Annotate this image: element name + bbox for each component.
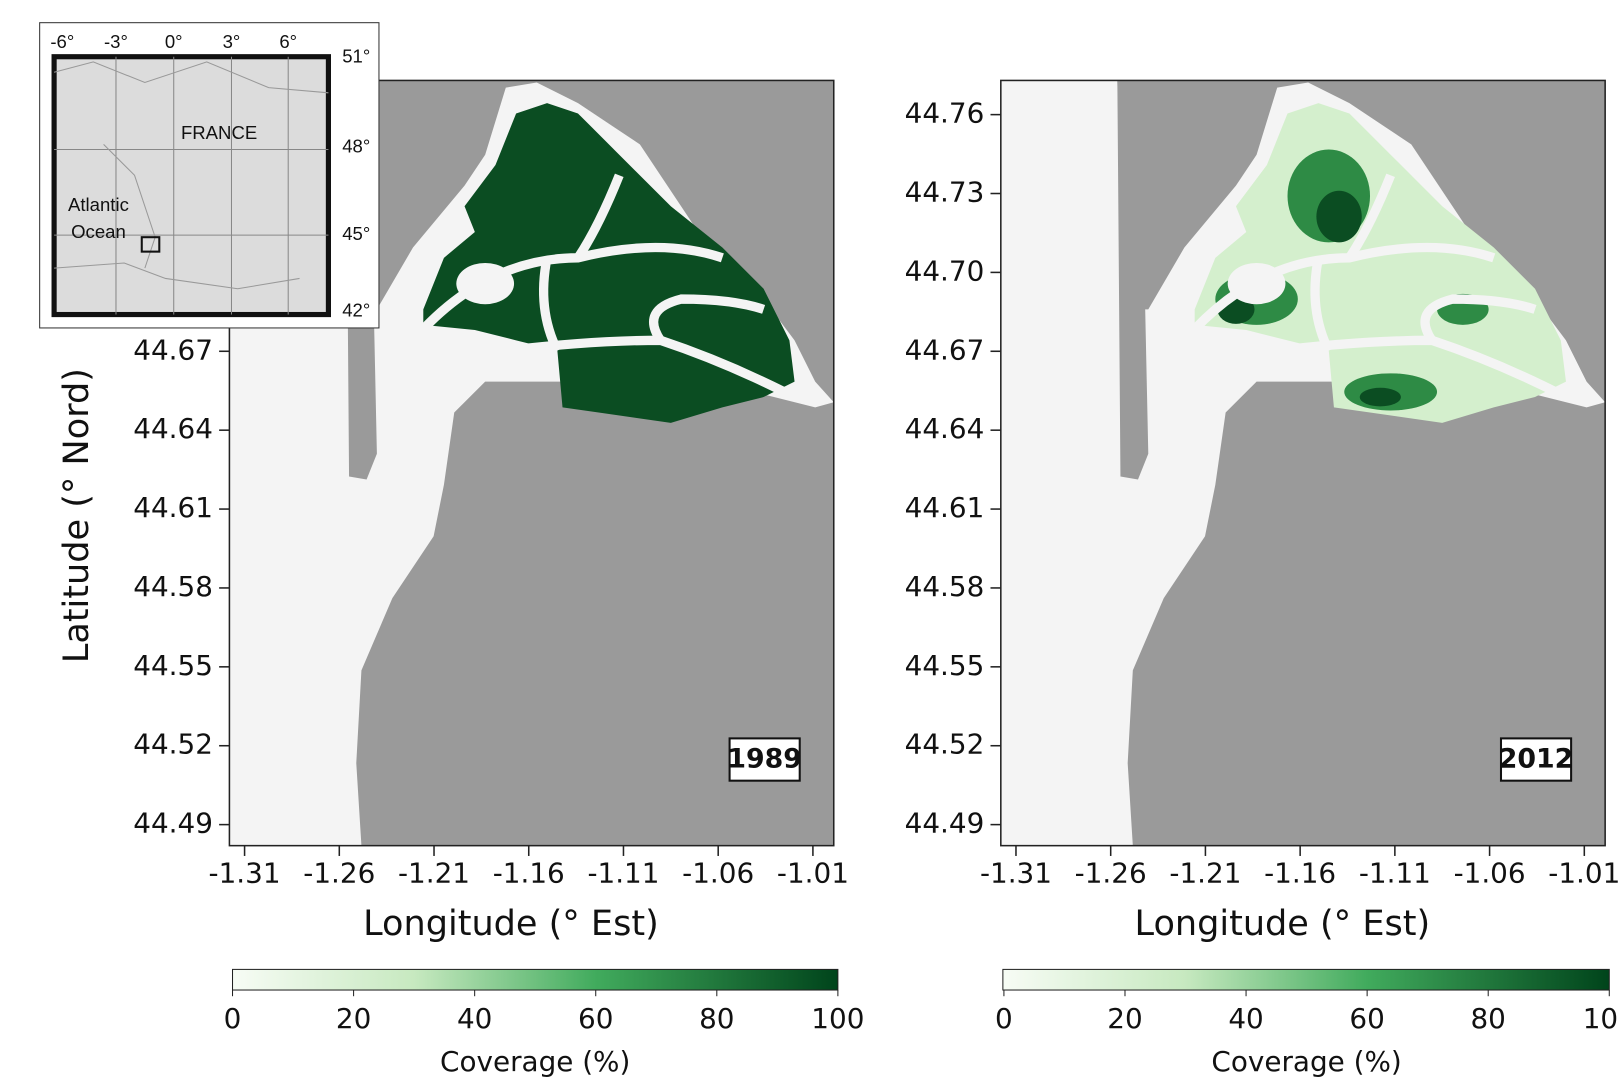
x-tick-label: -1.01 xyxy=(1548,857,1618,890)
lat-label: 48° xyxy=(342,135,370,156)
country-label: FRANCE xyxy=(181,122,257,143)
lon-label: -6° xyxy=(50,31,74,52)
x-tick-label: -1.01 xyxy=(777,857,849,890)
colorbar-tick-label: 100 xyxy=(811,1002,864,1035)
y-tick-label: 44.73 xyxy=(905,176,985,209)
panel-2012-map xyxy=(1001,80,1605,845)
y-tick-label: 44.61 xyxy=(133,491,213,524)
colorbar-tick-label: 60 xyxy=(1349,1002,1384,1035)
y-tick-label: 44.55 xyxy=(905,649,985,682)
lat-label: 51° xyxy=(342,46,370,67)
x-tick-label: -1.11 xyxy=(1359,857,1431,890)
y-tick-label: 44.64 xyxy=(133,412,213,445)
x-tick-label: -1.31 xyxy=(980,857,1052,890)
year-label: 2012 xyxy=(1499,744,1574,775)
y-tick-label: 44.49 xyxy=(905,807,985,840)
colorbar-tick-label: 0 xyxy=(224,1002,242,1035)
colorbar-tick-label: 100 xyxy=(1583,1002,1618,1035)
colorbar-tick-label: 40 xyxy=(457,1002,492,1035)
colorbar-tick-label: 20 xyxy=(1107,1002,1142,1035)
lon-label: 6° xyxy=(279,31,297,52)
x-axis-label: Longitude (° Est) xyxy=(363,903,659,944)
colorbar-tick-label: 0 xyxy=(995,1002,1013,1035)
x-tick-label: -1.06 xyxy=(682,857,754,890)
x-tick-label: -1.06 xyxy=(1454,857,1526,890)
colorbar-tick-label: 20 xyxy=(336,1002,371,1035)
y-axis-label: Latitude (° Nord) xyxy=(56,368,97,663)
x-tick-label: -1.16 xyxy=(493,857,565,890)
y-tick-label: 44.52 xyxy=(905,728,985,761)
inset-map: FRANCE Atlantic Ocean -6° -3° 0° 3° 6° 51° 48°… xyxy=(40,23,379,328)
y-tick-label: 44.70 xyxy=(905,254,985,287)
year-label: 1989 xyxy=(727,744,802,775)
colorbar-label: Coverage (%) xyxy=(1211,1045,1401,1078)
y-tick-label: 44.58 xyxy=(133,570,213,603)
x-axis-label: Longitude (° Est) xyxy=(1135,903,1431,944)
sea-label: Atlantic xyxy=(68,194,129,215)
y-tick-label: 44.67 xyxy=(133,333,213,366)
x-tick-label: -1.26 xyxy=(303,857,375,890)
y-tick-label: 44.58 xyxy=(905,570,985,603)
colorbar-label: Coverage (%) xyxy=(440,1045,630,1078)
colorbar-tick-label: 60 xyxy=(578,1002,613,1035)
sea-label: Ocean xyxy=(71,221,126,242)
x-tick-label: -1.16 xyxy=(1264,857,1336,890)
x-tick-label: -1.21 xyxy=(398,857,470,890)
y-tick-label: 44.55 xyxy=(133,649,213,682)
x-tick-label: -1.21 xyxy=(1169,857,1241,890)
y-tick-label: 44.61 xyxy=(905,491,985,524)
lat-label: 42° xyxy=(342,299,370,320)
x-tick-label: -1.11 xyxy=(587,857,659,890)
figure: Latitude (° Nord) FRANCE Atlantic Ocean … xyxy=(0,0,1618,1088)
colorbar-tick-label: 80 xyxy=(1470,1002,1505,1035)
lon-label: -3° xyxy=(104,31,128,52)
y-tick-label: 44.76 xyxy=(905,97,985,130)
y-tick-label: 44.52 xyxy=(133,728,213,761)
y-tick-label: 44.64 xyxy=(905,412,985,445)
lat-label: 45° xyxy=(342,223,370,244)
y-tick-label: 44.67 xyxy=(905,333,985,366)
colorbar xyxy=(1003,969,1609,990)
x-tick-label: -1.31 xyxy=(209,857,281,890)
x-tick-label: -1.26 xyxy=(1075,857,1147,890)
colorbar-tick-label: 80 xyxy=(699,1002,734,1035)
colorbar xyxy=(233,969,838,990)
y-tick-label: 44.49 xyxy=(133,807,213,840)
lon-label: 3° xyxy=(223,31,241,52)
lon-label: 0° xyxy=(165,31,183,52)
colorbar-tick-label: 40 xyxy=(1228,1002,1263,1035)
